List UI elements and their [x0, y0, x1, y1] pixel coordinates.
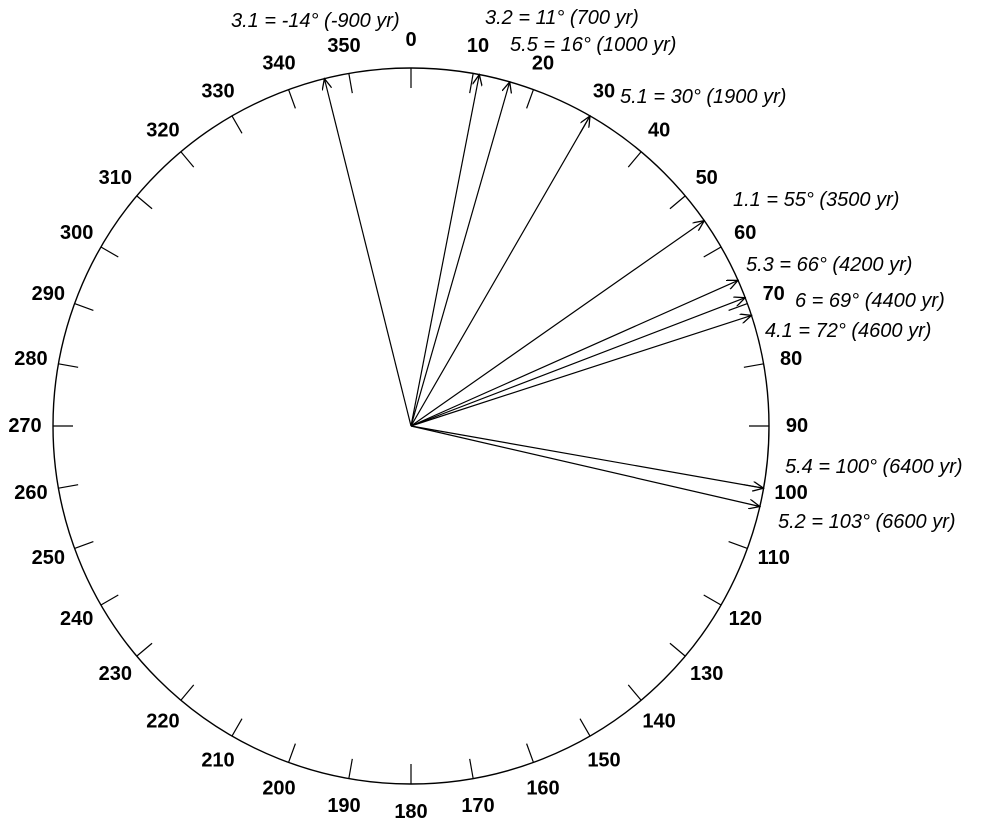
degree-label-60: 60 [734, 222, 756, 244]
degree-label-0: 0 [405, 29, 416, 51]
vector-arrow-5-5 [410, 82, 510, 427]
tick-350 [348, 73, 353, 94]
tick-190 [348, 758, 353, 779]
degree-label-190: 190 [327, 795, 360, 817]
tick-250 [74, 541, 94, 550]
degree-label-270: 270 [8, 415, 41, 437]
vector-labels: 3.1 = -14° (-900 yr) 3.2 = 11° (700 yr) … [231, 7, 963, 533]
degree-label-70: 70 [763, 283, 785, 305]
degree-label-100: 100 [774, 482, 807, 504]
tick-210 [231, 718, 243, 737]
vector-arrow-6 [410, 298, 745, 427]
vector-arrow-5-2 [410, 425, 760, 507]
vector-arrow-5-1 [410, 116, 590, 427]
degree-label-120: 120 [729, 608, 762, 630]
tick-60 [703, 246, 722, 258]
tick-220 [180, 684, 195, 701]
vector-arrows [324, 75, 763, 507]
degree-label-20: 20 [532, 52, 554, 74]
tick-330 [231, 115, 243, 134]
tick-110 [728, 541, 748, 550]
degree-label-210: 210 [201, 749, 234, 771]
tick-240 [100, 594, 119, 606]
degree-label-10: 10 [467, 35, 489, 57]
degree-label-280: 280 [14, 348, 47, 370]
tick-310 [136, 195, 153, 210]
tick-130 [669, 642, 686, 657]
degree-label-230: 230 [99, 663, 132, 685]
tick-150 [579, 718, 591, 737]
degree-label-250: 250 [32, 547, 65, 569]
label-vector-3-1: 3.1 = -14° (-900 yr) [231, 10, 400, 32]
degree-label-200: 200 [262, 778, 295, 800]
degree-label-300: 300 [60, 222, 93, 244]
tick-70 [728, 302, 748, 311]
label-vector-5-2: 5.2 = 103° (6600 yr) [778, 511, 956, 533]
tick-230 [136, 642, 153, 657]
degree-label-340: 340 [262, 52, 295, 74]
tick-170 [469, 758, 474, 779]
tick-160 [526, 743, 535, 763]
tick-10 [469, 73, 474, 94]
label-vector-3-2: 3.2 = 11° (700 yr) [485, 7, 639, 29]
degree-label-220: 220 [146, 711, 179, 733]
tick-340 [287, 89, 296, 109]
tick-120 [703, 594, 722, 606]
label-vector-5-5: 5.5 = 16° (1000 yr) [510, 34, 676, 56]
degree-label-330: 330 [201, 81, 234, 103]
degree-label-30: 30 [593, 81, 615, 103]
tick-300 [100, 246, 119, 258]
tick-260 [58, 484, 79, 489]
degree-label-320: 320 [146, 119, 179, 141]
vector-arrow-5-3 [410, 280, 738, 427]
degree-label-180: 180 [394, 801, 427, 823]
label-vector-4-1: 4.1 = 72° (4600 yr) [765, 320, 931, 342]
degree-label-350: 350 [327, 35, 360, 57]
degree-label-310: 310 [99, 167, 132, 189]
tick-320 [180, 151, 195, 168]
tick-20 [526, 89, 535, 109]
tick-290 [74, 302, 94, 311]
tick-280 [58, 363, 79, 368]
degree-label-170: 170 [461, 795, 494, 817]
label-vector-6: 6 = 69° (4400 yr) [795, 290, 945, 312]
degree-label-80: 80 [780, 348, 802, 370]
label-vector-5-4: 5.4 = 100° (6400 yr) [785, 456, 963, 478]
tick-50 [669, 195, 686, 210]
label-vector-5-3: 5.3 = 66° (4200 yr) [746, 254, 912, 276]
tick-40 [627, 151, 642, 168]
degree-label-50: 50 [696, 167, 718, 189]
tick-200 [287, 743, 296, 763]
degree-label-160: 160 [526, 778, 559, 800]
vector-arrow-3-2 [410, 75, 479, 427]
label-vector-5-1: 5.1 = 30° (1900 yr) [620, 86, 786, 108]
degree-label-140: 140 [642, 711, 675, 733]
label-vector-1-1: 1.1 = 55° (3500 yr) [733, 189, 899, 211]
vector-arrow-1-1 [410, 221, 704, 427]
degree-label-110: 110 [758, 547, 790, 569]
vector-arrow-3-1 [324, 79, 412, 427]
degree-labels: 0 10 20 30 40 50 60 70 80 90 100 110 120 130 140 150 160… [8, 29, 808, 823]
degree-label-150: 150 [587, 749, 620, 771]
degree-label-40: 40 [648, 119, 670, 141]
vector-arrow-5-4 [410, 425, 764, 488]
degree-label-90: 90 [786, 415, 808, 437]
degree-label-240: 240 [60, 608, 93, 630]
degree-label-260: 260 [14, 482, 47, 504]
vector-arrow-4-1 [410, 315, 752, 427]
degree-label-130: 130 [690, 663, 723, 685]
tick-80 [743, 363, 764, 368]
degree-label-290: 290 [32, 283, 65, 305]
tick-140 [627, 684, 642, 701]
